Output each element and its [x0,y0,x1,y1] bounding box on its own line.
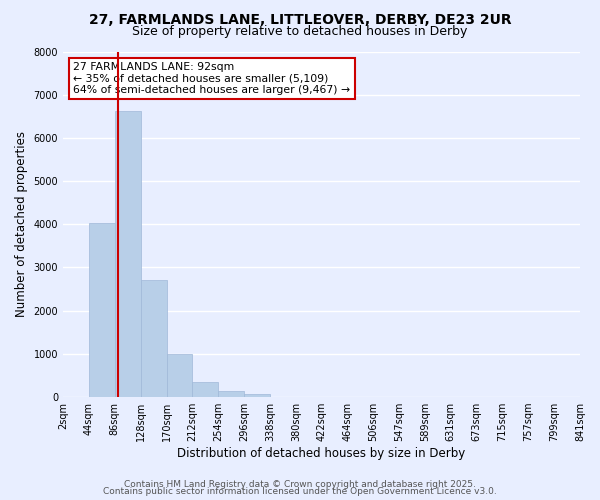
Bar [244,394,270,397]
Text: 27 FARMLANDS LANE: 92sqm
← 35% of detached houses are smaller (5,109)
64% of sem: 27 FARMLANDS LANE: 92sqm ← 35% of detach… [73,62,350,95]
Text: Contains public sector information licensed under the Open Government Licence v3: Contains public sector information licen… [103,487,497,496]
Text: 27, FARMLANDS LANE, LITTLEOVER, DERBY, DE23 2UR: 27, FARMLANDS LANE, LITTLEOVER, DERBY, D… [89,12,511,26]
Text: Size of property relative to detached houses in Derby: Size of property relative to detached ho… [133,25,467,38]
X-axis label: Distribution of detached houses by size in Derby: Distribution of detached houses by size … [178,447,466,460]
Text: Contains HM Land Registry data © Crown copyright and database right 2025.: Contains HM Land Registry data © Crown c… [124,480,476,489]
Bar [115,111,140,397]
Y-axis label: Number of detached properties: Number of detached properties [15,132,28,318]
Bar [167,354,193,397]
Bar [89,224,115,397]
Bar [218,392,244,397]
Bar [140,280,167,397]
Bar [193,382,218,397]
